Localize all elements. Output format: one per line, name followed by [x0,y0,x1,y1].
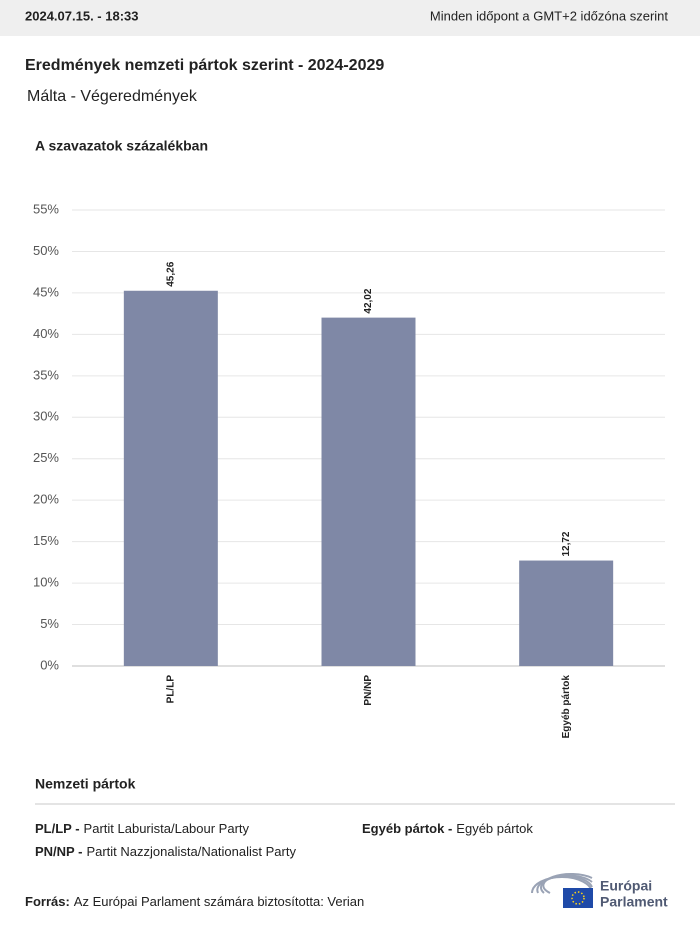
subtitle: Málta - Végeredmények [27,88,198,105]
timestamp: 2024.07.15. - 18:33 [25,8,138,23]
y-tick-label: 35% [33,367,59,382]
x-tick-label: PL/LP [165,675,176,704]
party-abbr: Egyéb pártok - [362,821,452,836]
x-tick-label: PN/NP [363,675,374,706]
party-abbr: PN/NP - [35,844,82,859]
chart: 0% 5% 10% 15% 20% 25% 30% 35% 40% 45% 50% 55% 45,26 P… [33,201,665,738]
value-label: 45,26 [165,261,176,286]
title: Eredmények nemzeti pártok szerint - 2024… [25,57,384,74]
logo: Európai Parlament [531,873,668,910]
timezone-note: Minden időpont a GMT+2 időzóna szerint [430,8,668,23]
party-name: Egyéb pártok [456,821,533,836]
parties-title: Nemzeti pártok [35,776,136,792]
logo-line1: Európai [600,878,652,894]
top-bar [0,0,700,36]
party-abbr: PL/LP - [35,821,80,836]
y-axis-title: A szavazatok százalékban [35,138,208,154]
y-tick-label: 0% [40,657,59,672]
y-tick-label: 10% [33,575,59,590]
value-label: 42,02 [363,288,374,313]
party-name: Partit Nazzjonalista/Nationalist Party [86,844,296,859]
source-text: Az Európai Parlament számára biztosított… [74,894,364,909]
y-tick-label: 45% [33,284,59,299]
party-name: Partit Laburista/Labour Party [84,821,250,836]
source: Forrás: Az Európai Parlament számára bizt… [25,894,364,909]
party-entry: PL/LP - Partit Laburista/Labour Party [35,821,250,836]
y-tick-label: 15% [33,533,59,548]
source-label: Forrás: [25,894,70,909]
y-tick-label: 30% [33,409,59,424]
y-tick-label: 55% [33,201,59,216]
value-label: 12,72 [561,531,572,556]
x-tick-label: Egyéb pártok [561,675,572,739]
y-tick-label: 40% [33,326,59,341]
bar [321,317,416,666]
party-entry: PN/NP - Partit Nazzjonalista/Nationalist … [35,844,296,859]
y-tick-label: 50% [33,243,59,258]
y-tick-label: 5% [40,616,59,631]
bar [519,560,614,666]
y-tick-label: 20% [33,492,59,507]
party-entry: Egyéb pártok - Egyéb pártok [362,821,533,836]
bar [123,290,218,666]
y-tick-label: 25% [33,450,59,465]
logo-line2: Parlament [600,894,668,910]
